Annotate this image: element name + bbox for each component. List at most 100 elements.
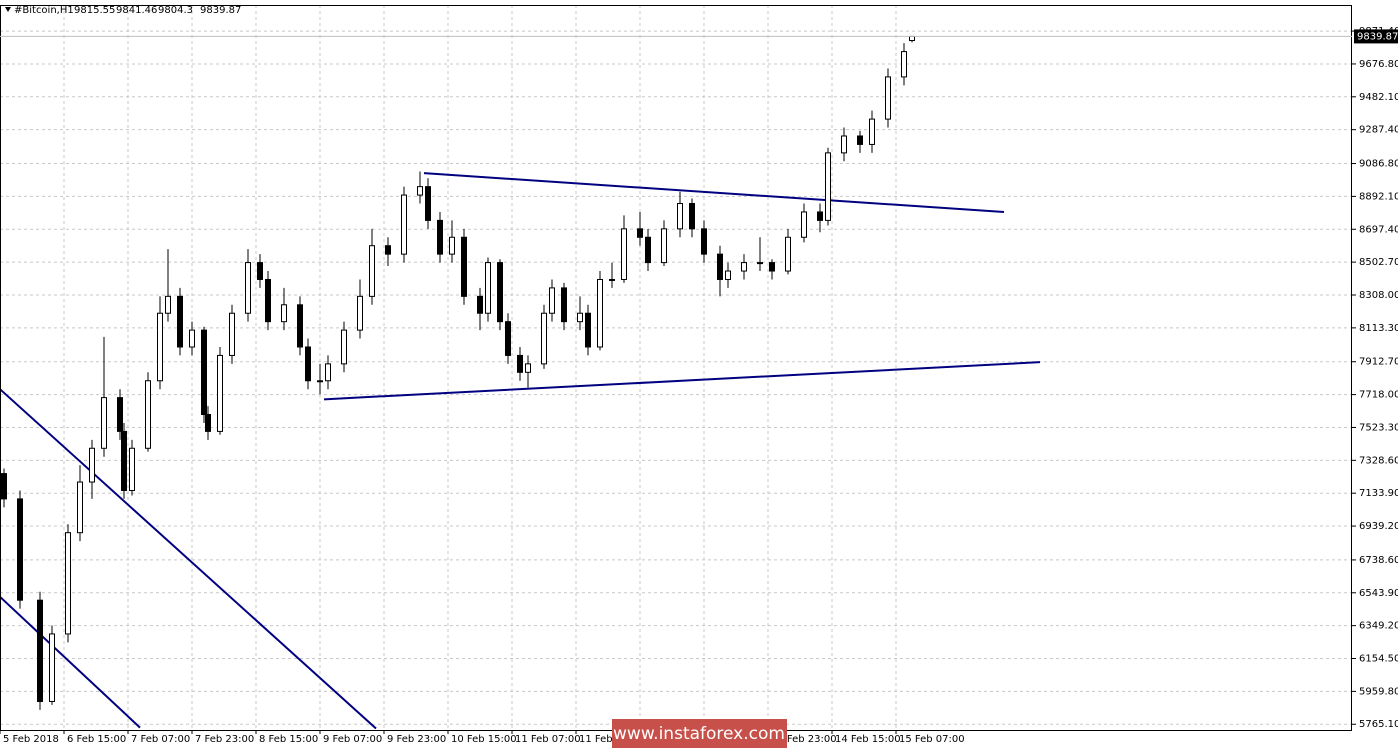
candle-body bbox=[401, 194, 407, 255]
candle-body bbox=[205, 414, 211, 432]
candle-body bbox=[769, 262, 775, 272]
x-tick-label: 9 Feb 23:00 bbox=[387, 734, 446, 745]
header-icon bbox=[5, 7, 11, 12]
candle-body bbox=[317, 380, 323, 383]
y-tick-label: 8697.40 bbox=[1359, 224, 1398, 235]
candle-body bbox=[101, 397, 107, 449]
x-tick-label: 14 Feb 15:00 bbox=[835, 734, 901, 745]
candle-body bbox=[621, 228, 627, 280]
trendline bbox=[323, 361, 1041, 401]
candle-body bbox=[201, 329, 207, 416]
y-tick-label: 5765.10 bbox=[1359, 719, 1398, 730]
x-tick-label: 9 Feb 07:00 bbox=[323, 734, 382, 745]
candle-body bbox=[281, 304, 287, 323]
candle-body bbox=[265, 278, 271, 323]
candle-body bbox=[229, 312, 235, 356]
candle-body bbox=[129, 447, 135, 491]
candle-body bbox=[49, 633, 55, 702]
candle-body bbox=[117, 397, 123, 432]
header-high: 9841.46 bbox=[116, 5, 157, 16]
candle-body bbox=[121, 430, 127, 491]
candle-body bbox=[1, 473, 7, 500]
candle-body bbox=[577, 312, 583, 323]
candle-body bbox=[901, 51, 907, 78]
y-tick-label: 6543.90 bbox=[1359, 588, 1398, 599]
y-tick-label: 5959.80 bbox=[1359, 686, 1398, 697]
header-low: 9804.3 bbox=[158, 5, 193, 16]
y-tick-label: 7718.00 bbox=[1359, 390, 1398, 401]
y-tick-label: 7912.70 bbox=[1359, 357, 1398, 368]
candle-body bbox=[609, 278, 615, 281]
candle-body bbox=[37, 599, 43, 702]
candle-body bbox=[257, 262, 263, 280]
candle-body bbox=[497, 262, 503, 323]
candle-body bbox=[325, 363, 331, 382]
candle-body bbox=[549, 287, 555, 314]
candle-body bbox=[801, 211, 807, 238]
candle-body bbox=[65, 532, 71, 635]
candle-body bbox=[77, 481, 83, 534]
y-tick-label: 7523.30 bbox=[1359, 422, 1398, 433]
x-tick-label: 10 Feb 15:00 bbox=[451, 734, 517, 745]
current-price-box bbox=[1354, 29, 1398, 44]
trendlines bbox=[0, 172, 1041, 730]
candle-body bbox=[517, 354, 523, 373]
header-close: 9839.87 bbox=[200, 5, 241, 16]
candle-body bbox=[525, 363, 531, 373]
x-tick-label: 7 Feb 23:00 bbox=[195, 734, 254, 745]
candle-body bbox=[245, 262, 251, 314]
candle-body bbox=[177, 295, 183, 348]
candle-body bbox=[885, 76, 891, 120]
candle-body bbox=[165, 295, 171, 314]
candle-body bbox=[145, 380, 151, 449]
y-tick-label: 8892.10 bbox=[1359, 191, 1398, 202]
watermark: www.instaforex.com bbox=[613, 724, 785, 744]
symbol: #Bitcoin,H1 bbox=[14, 5, 74, 16]
candles bbox=[1, 35, 915, 710]
candle-body bbox=[817, 211, 823, 221]
candle-body bbox=[385, 245, 391, 255]
y-tick-label: 8308.00 bbox=[1359, 290, 1398, 301]
y-tick-label: 6154.50 bbox=[1359, 654, 1398, 665]
x-tick-label: 6 Feb 15:00 bbox=[67, 734, 126, 745]
candle-body bbox=[785, 236, 791, 272]
candle-body bbox=[297, 304, 303, 348]
header-open: 9815.55 bbox=[74, 5, 115, 16]
candle-body bbox=[841, 135, 847, 154]
candle-body bbox=[585, 312, 591, 348]
y-tick-label: 8113.30 bbox=[1359, 323, 1398, 334]
y-tick-label: 6939.20 bbox=[1359, 521, 1398, 532]
candle-body bbox=[449, 236, 455, 255]
candle-body bbox=[425, 186, 431, 221]
candle-body bbox=[89, 447, 95, 483]
candle-body bbox=[417, 186, 423, 196]
candle-body bbox=[717, 253, 723, 280]
candle-body bbox=[561, 287, 567, 323]
x-tick-label: 8 Feb 15:00 bbox=[259, 734, 318, 745]
x-tick-label: 11 Feb 23:00 bbox=[579, 734, 645, 745]
candle-body bbox=[189, 329, 195, 348]
y-tick-label: 8502.70 bbox=[1359, 257, 1398, 268]
current-price-label: 9839.87 bbox=[1357, 31, 1398, 42]
candle-body bbox=[341, 329, 347, 365]
y-tick-label: 9086.80 bbox=[1359, 159, 1398, 170]
candle-body bbox=[597, 278, 603, 348]
x-tick-label: 11 Feb 07:00 bbox=[515, 734, 581, 745]
candle-body bbox=[485, 262, 491, 314]
x-tick-label: 5 Feb 2018 bbox=[3, 734, 59, 745]
y-tick-label: 9676.80 bbox=[1359, 59, 1398, 70]
trendline bbox=[0, 388, 377, 730]
candle-body bbox=[757, 262, 763, 265]
candle-body bbox=[369, 245, 375, 297]
candle-body bbox=[437, 219, 443, 255]
candle-body bbox=[741, 262, 747, 272]
y-tick-label: 9482.10 bbox=[1359, 92, 1398, 103]
candle-body bbox=[857, 135, 863, 145]
candle-body bbox=[909, 35, 915, 42]
candle-body bbox=[677, 203, 683, 230]
candle-body bbox=[725, 270, 731, 280]
candle-body bbox=[645, 236, 651, 264]
candle-body bbox=[305, 346, 311, 382]
